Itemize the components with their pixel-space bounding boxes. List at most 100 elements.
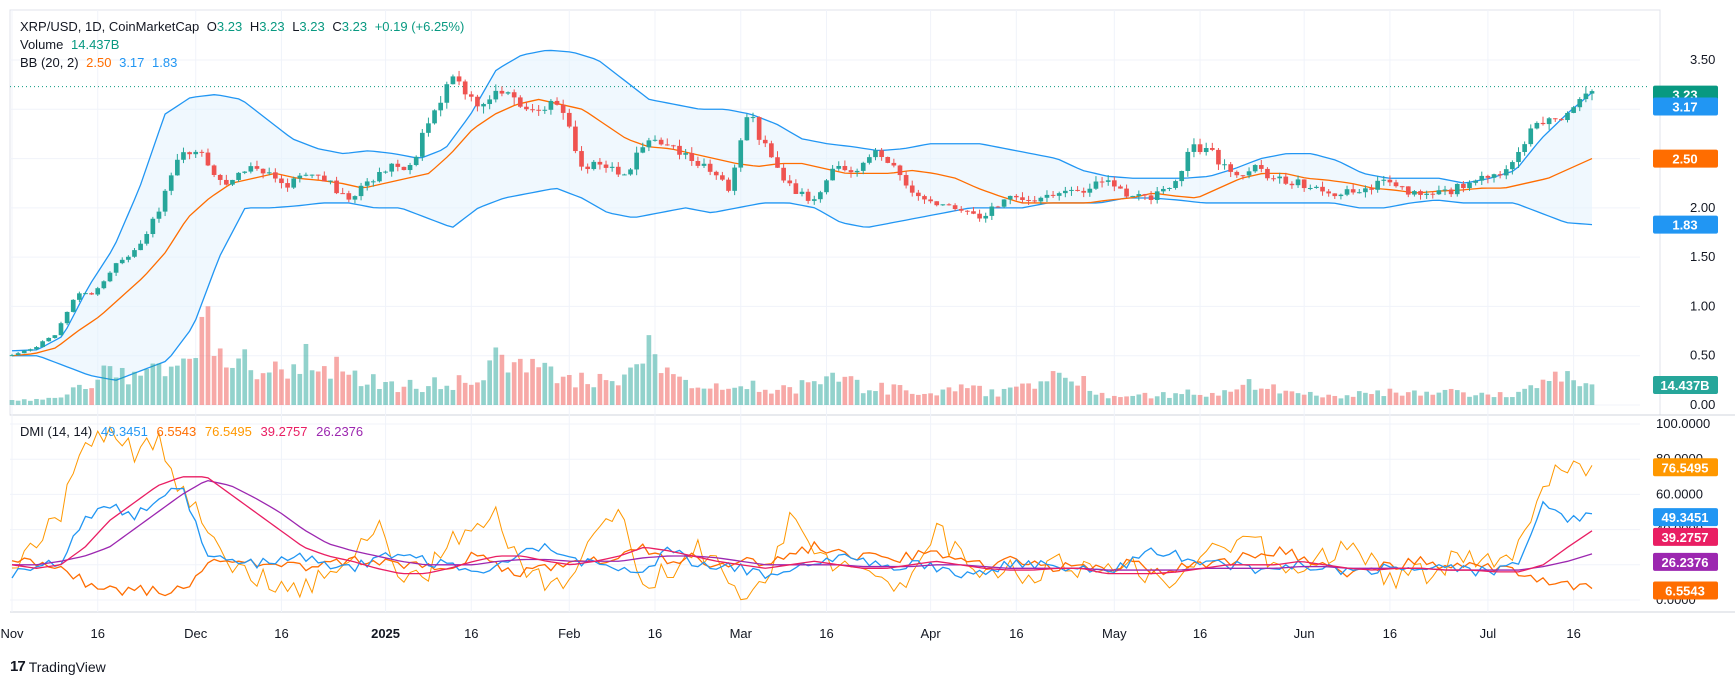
candle-body xyxy=(836,165,842,169)
volume-bar xyxy=(1026,383,1031,405)
candle-body xyxy=(205,152,211,166)
candle-body xyxy=(707,163,713,172)
volume-bar xyxy=(236,358,241,405)
candle-body xyxy=(1344,189,1350,195)
candle-body xyxy=(1160,188,1166,192)
volume-bar xyxy=(1332,395,1338,405)
minus-di-tag-bg xyxy=(1653,581,1718,600)
volume-legend[interactable]: Volume 14.437B xyxy=(20,36,468,54)
volume-bar xyxy=(628,367,633,405)
candle-body xyxy=(1179,170,1185,182)
candle-body xyxy=(1503,169,1509,176)
candle-body xyxy=(248,166,254,172)
candle-body xyxy=(493,90,499,100)
candle-body xyxy=(1069,189,1074,191)
candle-body xyxy=(995,206,1001,208)
dmi-legend[interactable]: DMI (14, 14) 49.3451 6.5543 76.5495 39.2… xyxy=(20,424,368,439)
candle-body xyxy=(297,175,303,179)
bb-lower-tag-bg xyxy=(1653,215,1718,234)
dx-line xyxy=(11,425,1593,601)
candle-body xyxy=(119,259,125,264)
adx-tag-text: 39.2757 xyxy=(1662,530,1709,545)
volume-bar xyxy=(720,389,725,405)
candle-body xyxy=(689,153,695,161)
candle-body xyxy=(334,180,339,194)
candle-body xyxy=(952,205,958,209)
volume-bar xyxy=(646,335,652,405)
volume-bar xyxy=(1528,385,1534,405)
candle-body xyxy=(1510,162,1515,170)
volume-bar xyxy=(793,393,799,405)
candle-body xyxy=(1228,164,1234,172)
candle-body xyxy=(499,90,505,94)
volume-bar xyxy=(891,384,897,405)
volume-bar xyxy=(1479,392,1485,405)
candle-body xyxy=(34,347,39,350)
volume-bar xyxy=(1014,386,1019,405)
volume-bar xyxy=(101,365,107,405)
candle-body xyxy=(1363,188,1368,193)
candle-body xyxy=(573,126,578,152)
volume-bar xyxy=(1197,394,1203,405)
volume-bar xyxy=(971,385,976,405)
volume-bar xyxy=(1559,381,1564,405)
volume-bar xyxy=(505,372,511,405)
candle-body xyxy=(450,76,456,85)
candle-body xyxy=(658,139,664,145)
volume-bar xyxy=(622,374,627,405)
volume-bar xyxy=(181,358,186,405)
candle-body xyxy=(1387,179,1393,183)
volume-bar xyxy=(1540,379,1546,405)
volume-bar xyxy=(266,372,272,405)
candle-body xyxy=(1142,194,1148,196)
volume-bar xyxy=(1093,394,1099,405)
time-tick-label: Mar xyxy=(730,626,753,641)
minus-di-value: 6.5543 xyxy=(156,424,197,439)
candle-body xyxy=(1583,93,1589,100)
candle-body xyxy=(389,163,395,172)
candle-body xyxy=(628,169,633,175)
candle-body xyxy=(946,204,952,206)
volume-bar xyxy=(1130,395,1136,405)
candle-body xyxy=(940,204,946,206)
candle-body xyxy=(1191,144,1197,152)
adx-tag-bg xyxy=(1653,527,1718,546)
tradingview-icon: 17 xyxy=(10,658,26,675)
candle-body xyxy=(1167,187,1172,189)
volume-tag-bg xyxy=(1653,376,1718,394)
candle-body xyxy=(1301,179,1307,189)
close-value: 3.23 xyxy=(341,19,368,34)
volume-bar xyxy=(1105,398,1111,405)
volume-bar xyxy=(475,382,480,405)
candle-body xyxy=(1014,195,1019,198)
candle-body xyxy=(138,243,143,251)
candle-body xyxy=(1216,149,1221,165)
volume-bar xyxy=(1228,391,1234,405)
volume-bar xyxy=(426,386,431,405)
volume-bar xyxy=(1405,392,1411,405)
tradingview-logo[interactable]: 17 TradingView xyxy=(10,658,106,675)
volume-bar xyxy=(640,363,646,405)
candle-body xyxy=(46,337,52,342)
candle-body xyxy=(1111,180,1117,187)
volume-bar xyxy=(1461,392,1466,405)
candle-body xyxy=(1154,191,1160,200)
volume-bar xyxy=(1381,396,1387,405)
volume-bar xyxy=(321,366,327,405)
bb-legend[interactable]: BB (20, 2) 2.50 3.17 1.83 xyxy=(20,54,468,72)
candle-body xyxy=(652,139,658,141)
candle-body xyxy=(1246,171,1252,176)
volume-bar xyxy=(995,396,1001,405)
volume-bar xyxy=(334,356,339,405)
candle-body xyxy=(879,150,884,158)
plus-di-tag: 49.3451 xyxy=(1653,508,1718,527)
volume-bar xyxy=(536,367,541,405)
candle-body xyxy=(566,112,572,127)
candle-body xyxy=(1124,188,1129,197)
volume-bar xyxy=(217,348,223,405)
candle-body xyxy=(854,170,860,173)
candle-body xyxy=(591,161,597,170)
symbol-label[interactable]: XRP/USD, 1D, CoinMarketCap xyxy=(20,19,200,34)
volume-bar xyxy=(1516,391,1521,405)
